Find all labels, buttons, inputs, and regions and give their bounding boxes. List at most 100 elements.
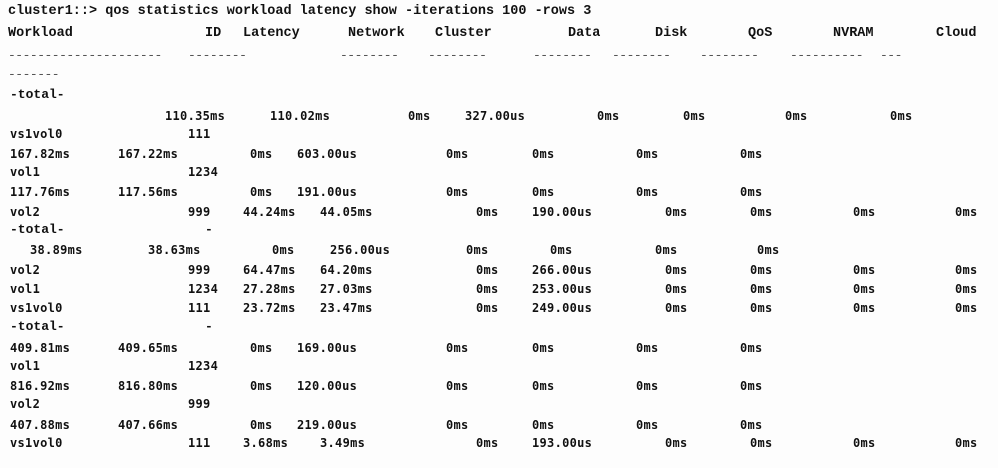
table-cell: 0ms xyxy=(750,301,773,315)
table-cell: 0ms xyxy=(476,263,499,277)
table-cell: 0ms xyxy=(853,282,876,296)
table-cell: vol1 xyxy=(10,282,41,296)
table-cell: vs1vol0 xyxy=(10,127,63,141)
table-cell: 0ms xyxy=(550,243,573,257)
table-cell: 0ms xyxy=(683,109,706,123)
table-cell: 266.00us xyxy=(532,263,593,277)
column-header-disk: Disk xyxy=(655,26,688,41)
table-cell: 0ms xyxy=(785,109,808,123)
table-cell: 409.81ms xyxy=(10,341,71,355)
table-cell: 0ms xyxy=(408,109,431,123)
table-cell: 117.56ms xyxy=(118,185,179,199)
table-cell: 0ms xyxy=(750,263,773,277)
table-cell: 110.35ms xyxy=(165,109,226,123)
table-cell: 816.80ms xyxy=(118,379,179,393)
separator-dashes: --- xyxy=(880,48,902,63)
table-cell: 409.65ms xyxy=(118,341,179,355)
command-line: cluster1::> qos statistics workload late… xyxy=(8,4,592,19)
table-cell: 117.76ms xyxy=(10,185,71,199)
table-cell: 816.92ms xyxy=(10,379,71,393)
table-cell: 3.68ms xyxy=(243,436,289,450)
table-cell: 0ms xyxy=(446,379,469,393)
table-cell: 167.22ms xyxy=(118,147,179,161)
table-cell: 999 xyxy=(188,263,211,277)
table-cell: 1234 xyxy=(188,282,219,296)
table-cell: 253.00us xyxy=(532,282,593,296)
table-cell: vol2 xyxy=(10,397,41,411)
table-cell: 191.00us xyxy=(297,185,358,199)
table-cell: 0ms xyxy=(665,263,688,277)
table-cell: 407.88ms xyxy=(10,418,71,432)
table-cell: 0ms xyxy=(532,341,555,355)
table-cell: 0ms xyxy=(636,185,659,199)
table-cell: 0ms xyxy=(446,418,469,432)
table-cell: 0ms xyxy=(532,418,555,432)
table-cell: 167.82ms xyxy=(10,147,71,161)
separator-dashes: -------- xyxy=(340,48,399,63)
table-cell: 0ms xyxy=(750,436,773,450)
table-cell: 0ms xyxy=(250,418,273,432)
table-cell: vol2 xyxy=(10,205,41,219)
table-cell: 249.00us xyxy=(532,301,593,315)
table-cell: 0ms xyxy=(853,205,876,219)
table-cell: 0ms xyxy=(250,341,273,355)
table-cell: 0ms xyxy=(636,147,659,161)
table-cell: 0ms xyxy=(636,379,659,393)
table-cell: 111 xyxy=(188,301,211,315)
separator-dashes: ------ xyxy=(118,48,162,63)
table-cell: 111 xyxy=(188,127,211,141)
table-cell: vol1 xyxy=(10,359,41,373)
table-cell: 0ms xyxy=(250,147,273,161)
table-cell: 0ms xyxy=(890,109,913,123)
separator-wrap: ------- xyxy=(8,67,60,82)
table-cell: 0ms xyxy=(740,147,763,161)
column-header-id: ID xyxy=(205,26,222,41)
table-cell: 603.00us xyxy=(297,147,358,161)
table-cell: 0ms xyxy=(532,185,555,199)
table-cell: 407.66ms xyxy=(118,418,179,432)
table-cell: 0ms xyxy=(446,341,469,355)
column-header-data: Data xyxy=(568,26,601,41)
table-cell: - xyxy=(205,319,213,334)
table-cell: 64.20ms xyxy=(320,263,373,277)
table-cell: 0ms xyxy=(955,301,978,315)
table-cell: 0ms xyxy=(272,243,295,257)
column-header-cloud: Cloud xyxy=(936,26,977,41)
table-cell: 0ms xyxy=(532,147,555,161)
table-cell: 23.47ms xyxy=(320,301,373,315)
table-cell: 38.89ms xyxy=(30,243,83,257)
table-cell: -total- xyxy=(10,222,65,237)
column-header-workload: Workload xyxy=(8,26,73,41)
table-cell: 3.49ms xyxy=(320,436,366,450)
column-header-latency: Latency xyxy=(243,26,300,41)
table-cell: 0ms xyxy=(750,205,773,219)
table-cell: 1234 xyxy=(188,359,219,373)
table-cell: -total- xyxy=(10,87,65,102)
table-cell: 0ms xyxy=(853,436,876,450)
table-cell: 0ms xyxy=(740,185,763,199)
table-cell: 0ms xyxy=(476,436,499,450)
table-cell: 0ms xyxy=(955,205,978,219)
table-cell: 110.02ms xyxy=(270,109,331,123)
table-cell: 1234 xyxy=(188,165,219,179)
column-header-nvram: NVRAM xyxy=(833,26,874,41)
separator-dashes: -------- xyxy=(533,48,592,63)
table-cell: 0ms xyxy=(476,205,499,219)
table-cell: 190.00us xyxy=(532,205,593,219)
table-cell: 169.00us xyxy=(297,341,358,355)
table-cell: 999 xyxy=(188,205,211,219)
table-cell: 0ms xyxy=(250,185,273,199)
table-cell: 27.03ms xyxy=(320,282,373,296)
table-cell: 0ms xyxy=(955,263,978,277)
table-cell: 0ms xyxy=(665,282,688,296)
table-cell: 0ms xyxy=(466,243,489,257)
table-cell: 193.00us xyxy=(532,436,593,450)
table-cell: 0ms xyxy=(665,205,688,219)
table-cell: 0ms xyxy=(446,185,469,199)
separator-dashes: -------- xyxy=(700,48,759,63)
table-cell: 38.63ms xyxy=(148,243,201,257)
table-cell: 0ms xyxy=(750,282,773,296)
column-header-cluster: Cluster xyxy=(435,26,492,41)
table-cell: 0ms xyxy=(740,379,763,393)
table-cell: vs1vol0 xyxy=(10,436,63,450)
